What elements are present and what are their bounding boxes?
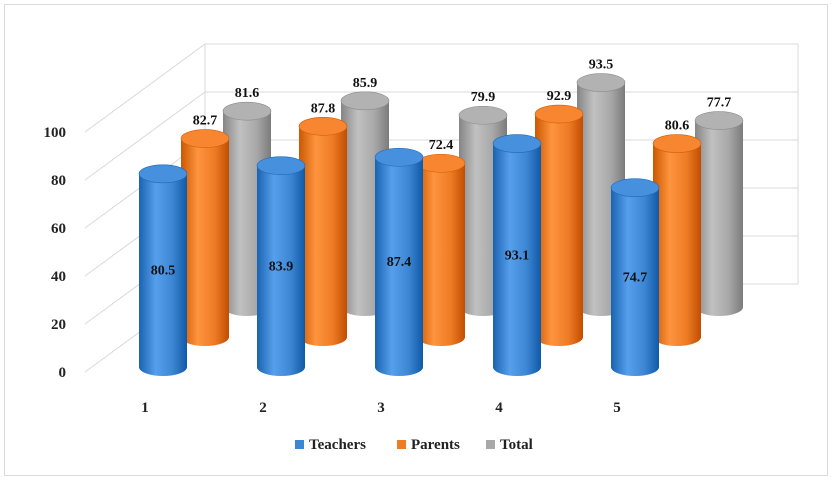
bar-cap xyxy=(610,178,660,198)
bar-cap xyxy=(492,134,542,153)
bar-body xyxy=(493,143,541,376)
bar-cap xyxy=(180,129,230,148)
data-label-total: 93.5 xyxy=(589,58,614,73)
legend-swatch xyxy=(486,440,495,449)
legend-swatch xyxy=(295,440,304,449)
bar-body xyxy=(299,126,347,346)
x-axis-ticks: 1 2 3 4 5 xyxy=(141,400,621,416)
y-axis-ticks: 0 20 40 60 80 100 xyxy=(44,125,67,381)
legend-item-teachers: Teachers xyxy=(295,437,366,453)
bar-teachers-2 xyxy=(256,156,306,376)
data-label-total: 79.9 xyxy=(471,90,496,105)
bar-body xyxy=(257,165,305,376)
bar-teachers-3 xyxy=(374,147,424,376)
bar-body xyxy=(611,187,659,376)
gridline-left xyxy=(84,43,206,133)
bar-teachers-1 xyxy=(138,164,188,376)
data-label-teachers: 83.9 xyxy=(269,259,294,274)
bar-teachers-4 xyxy=(492,134,542,376)
x-tick-label: 5 xyxy=(613,400,621,416)
data-label-teachers: 74.7 xyxy=(623,270,648,285)
y-tick-label: 0 xyxy=(59,365,67,381)
gridline-left xyxy=(84,91,206,181)
y-tick-label: 60 xyxy=(51,221,66,237)
bars xyxy=(138,73,744,376)
bar-body xyxy=(417,163,465,346)
legend-item-total: Total xyxy=(486,437,533,453)
bar-parents-5 xyxy=(652,134,702,346)
bar-cap xyxy=(222,101,272,121)
data-label-parents: 92.9 xyxy=(547,89,572,104)
legend-label: Teachers xyxy=(309,437,366,453)
x-tick-label: 2 xyxy=(259,400,267,416)
x-tick-label: 1 xyxy=(141,400,149,416)
legend-label: Parents xyxy=(411,437,460,453)
bar-parents-2 xyxy=(298,116,348,346)
bar-body xyxy=(535,114,583,346)
bar-parents-1 xyxy=(180,129,230,346)
bar-cap xyxy=(576,73,626,92)
data-label-parents: 82.7 xyxy=(193,114,218,129)
bar-cap xyxy=(340,91,390,111)
data-label-parents: 72.4 xyxy=(429,138,454,153)
bar-body xyxy=(139,173,187,376)
data-label-teachers: 80.5 xyxy=(151,263,176,278)
data-label-total: 81.6 xyxy=(235,86,260,101)
bar-parents-4 xyxy=(534,104,584,346)
data-label-teachers: 93.1 xyxy=(505,248,530,263)
bar-body xyxy=(181,138,229,346)
bar-parents-3 xyxy=(416,153,466,346)
bar-cap xyxy=(298,116,348,136)
y-tick-label: 20 xyxy=(51,317,66,333)
data-label-parents: 87.8 xyxy=(311,101,336,116)
data-labels: 81.6 85.9 79.9 93.5 77.7 82.7 87.8 72.4 92.9 80.6… xyxy=(151,58,732,286)
bar-cap xyxy=(416,153,466,173)
bar-cap xyxy=(534,104,584,124)
x-tick-label: 4 xyxy=(495,400,503,416)
y-tick-label: 80 xyxy=(51,173,66,189)
y-tick-label: 40 xyxy=(51,269,66,285)
bar-cap xyxy=(256,156,306,175)
bar-cap xyxy=(652,134,702,153)
y-tick-label: 100 xyxy=(44,125,67,141)
x-tick-label: 3 xyxy=(377,400,385,416)
legend-swatch xyxy=(397,440,406,449)
bar-body xyxy=(695,120,743,317)
bar-cap xyxy=(694,111,744,130)
bar-cap xyxy=(458,105,508,125)
data-label-total: 77.7 xyxy=(707,96,732,111)
legend-label: Total xyxy=(500,437,533,453)
bar-body xyxy=(653,143,701,346)
bar-total-5 xyxy=(694,111,744,317)
legend-item-parents: Parents xyxy=(397,437,460,453)
bar-cap xyxy=(374,147,424,167)
data-label-parents: 80.6 xyxy=(665,119,690,134)
data-label-teachers: 87.4 xyxy=(387,255,412,270)
bar-teachers-5 xyxy=(610,178,660,376)
legend: Teachers Parents Total xyxy=(295,437,533,453)
bar-body xyxy=(375,157,423,376)
bar-cap xyxy=(138,164,188,184)
data-label-total: 85.9 xyxy=(353,76,378,91)
